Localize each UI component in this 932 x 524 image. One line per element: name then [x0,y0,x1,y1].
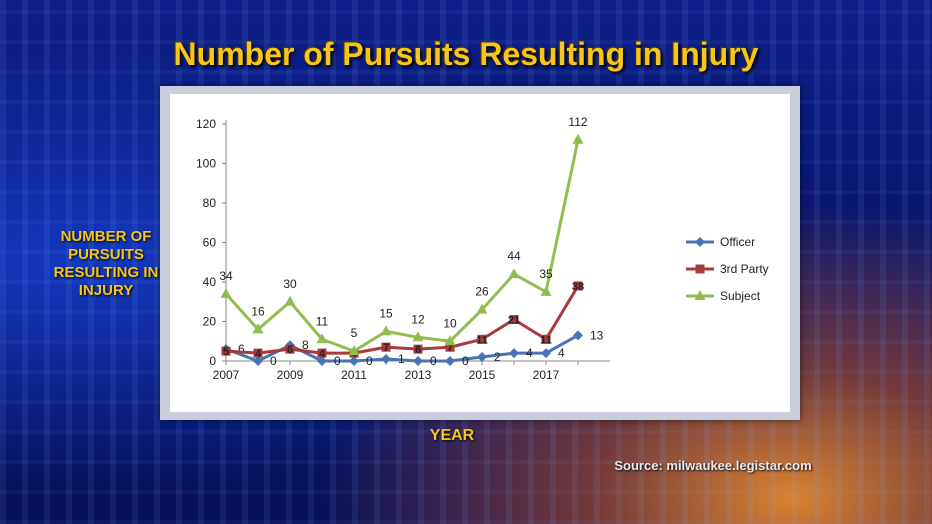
series-line [225,285,580,355]
subject-point [694,290,706,300]
data-label: 4 [319,348,326,360]
legend-label: 3rd Party [720,262,769,276]
data-label: 26 [475,285,489,299]
y-tick-label: 80 [203,196,217,210]
data-label: 11 [540,334,552,346]
data-label: 10 [443,316,457,330]
data-label: 5 [351,326,358,340]
y-tick-label: 60 [203,236,217,250]
data-label: 6 [415,344,421,356]
third-party-point [445,342,455,352]
third-party-point [381,342,391,352]
x-tick-label: 2009 [277,368,304,382]
officer-point [541,348,551,359]
legend-label: Subject [720,289,761,303]
data-label: 0 [366,354,373,368]
officer-point [413,356,423,366]
data-label: 7 [383,342,389,354]
y-axis-label: NUMBER OF PURSUITS RESULTING IN INJURY [53,228,159,299]
data-label: 2 [494,350,501,364]
data-label: 11 [476,334,488,346]
data-label: 44 [507,249,521,263]
officer-point [573,330,583,341]
x-tick-label: 2013 [405,368,432,382]
subject-point [284,295,296,306]
y-tick-label: 100 [196,157,216,171]
subject-point [380,325,392,336]
data-label: 12 [411,312,425,326]
data-label: 4 [255,348,262,360]
data-label: 0 [430,354,437,368]
third-party-point [413,344,423,354]
data-label: 5 [223,346,229,358]
subject-point [444,335,456,346]
officer-point [509,348,519,359]
subject-point [540,285,552,296]
data-label: 35 [539,267,553,281]
officer-point [445,356,455,366]
data-label: 7 [447,342,453,354]
data-label: 0 [270,354,277,368]
data-label: 4 [526,346,533,360]
third-party-point [253,348,263,358]
y-tick-label: 40 [203,275,217,289]
chart-title: Number of Pursuits Resulting in Injury [173,36,759,72]
y-tick-label: 20 [203,315,217,329]
series-line [224,139,580,353]
third-party-point [285,344,295,354]
data-label: 1 [398,352,405,366]
x-tick-label: 2007 [213,368,240,382]
officer-point [317,356,327,366]
data-label: 6 [238,342,245,356]
subject-point [348,345,360,356]
x-tick-label: 2017 [533,368,560,382]
officer-point [695,237,705,247]
subject-point [572,133,584,144]
x-axis-label: YEAR [429,427,475,444]
officer-point [253,356,263,366]
third-party-point [695,264,705,274]
officer-point [477,352,487,363]
data-label: 34 [219,269,233,283]
source-credit: Source: milwaukee.legistar.com [614,458,812,473]
data-label: 0 [462,354,469,368]
subject-point [412,331,424,342]
x-tick-label: 2015 [469,368,496,382]
x-tick-label: 2011 [341,368,367,382]
data-label: 38 [572,281,584,293]
y-tick-label: 0 [209,354,216,368]
data-label: 4 [558,346,565,360]
data-label: 21 [508,315,520,327]
data-label: 8 [302,338,309,352]
third-party-point [221,346,231,356]
third-party-point [477,334,487,344]
data-label: 30 [283,277,297,291]
y-tick-label: 120 [196,117,216,131]
data-label: 6 [287,344,293,356]
third-party-point [509,315,519,325]
officer-point [349,356,359,366]
data-label: 15 [379,306,393,320]
data-label: 0 [334,354,341,368]
legend-label: Officer [720,235,755,249]
data-label: 112 [568,115,587,129]
officer-point [381,354,391,365]
series-line [225,334,579,363]
subject-point [476,303,488,314]
data-label: 13 [590,328,604,342]
third-party-point [541,334,551,344]
third-party-point [317,348,327,358]
third-party-point [573,281,583,291]
data-label: 11 [316,314,329,328]
legend: Officer 3rd Party Subject [686,235,769,303]
subject-point [220,287,232,298]
subject-point [316,333,328,344]
series-subject: 34 16 30 11 5 15 12 10 26 44 35 112 [219,115,588,356]
subject-point [508,268,520,279]
data-label: 16 [251,304,265,318]
subject-point [252,323,264,334]
